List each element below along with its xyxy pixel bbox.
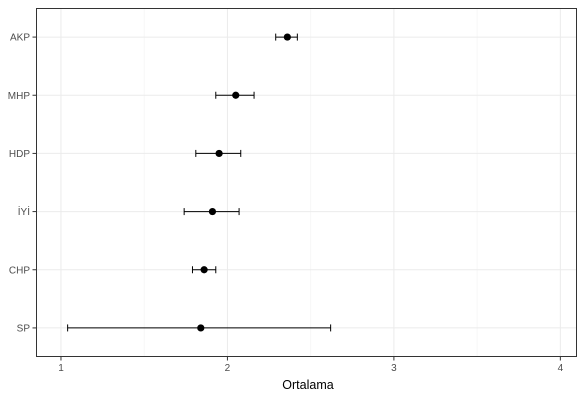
axis-ticks [32, 36, 561, 361]
x-axis-title: Ortalama [282, 378, 333, 392]
x-tick-label-3: 4 [558, 363, 564, 374]
y-tick-label-4: CHP [9, 265, 30, 276]
y-tick-labels: AKP MHP HDP İYİ CHP SP [8, 33, 31, 335]
point-1 [232, 91, 240, 99]
plot-background [36, 8, 577, 357]
y-tick-label-5: SP [17, 323, 31, 334]
point-4 [200, 266, 208, 274]
point-5 [197, 324, 205, 332]
x-tick-label-0: 1 [58, 363, 64, 374]
point-2 [215, 149, 223, 158]
y-tick-label-0: AKP [10, 33, 30, 44]
y-tick-label-2: HDP [9, 149, 30, 160]
y-tick-label-3: İYİ [18, 205, 30, 218]
y-tick-label-1: MHP [8, 91, 31, 102]
x-tick-label-2: 3 [391, 363, 397, 374]
point-3 [208, 207, 217, 216]
point-0 [283, 33, 291, 41]
grid-minor [143, 8, 478, 357]
x-tick-label-1: 2 [225, 363, 231, 374]
x-tick-labels: 1 2 3 4 [58, 363, 563, 374]
chart-marks [67, 33, 332, 332]
